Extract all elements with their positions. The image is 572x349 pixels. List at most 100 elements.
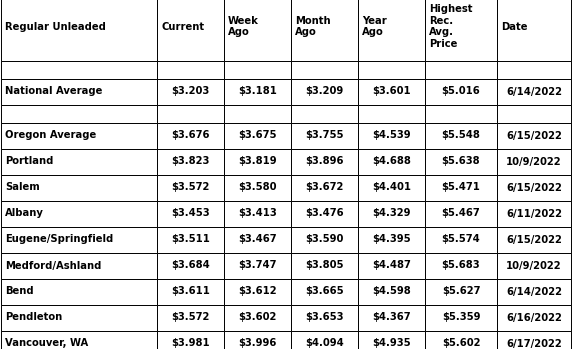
Text: $5.627: $5.627 — [442, 287, 480, 297]
Text: Portland: Portland — [5, 156, 53, 166]
Text: $5.574: $5.574 — [442, 235, 480, 245]
Text: Eugene/Springfield: Eugene/Springfield — [5, 235, 113, 245]
Text: Week
Ago: Week Ago — [228, 16, 259, 37]
Text: $3.467: $3.467 — [238, 235, 277, 245]
Bar — [497, 252, 571, 279]
Text: $3.413: $3.413 — [238, 208, 277, 218]
Text: $5.471: $5.471 — [442, 183, 480, 193]
Bar — [157, 79, 224, 104]
Bar — [291, 200, 358, 227]
Text: $3.203: $3.203 — [172, 87, 209, 97]
Bar — [224, 79, 291, 104]
Bar — [497, 174, 571, 200]
Bar — [224, 0, 291, 60]
Bar — [291, 227, 358, 252]
Text: Medford/Ashland: Medford/Ashland — [5, 260, 101, 270]
Text: $4.935: $4.935 — [372, 339, 411, 349]
Bar — [358, 304, 425, 331]
Text: $3.602: $3.602 — [239, 312, 277, 322]
Bar — [497, 331, 571, 349]
Text: $3.572: $3.572 — [171, 183, 210, 193]
Bar — [358, 0, 425, 60]
Text: 6/16/2022: 6/16/2022 — [506, 312, 562, 322]
Bar — [1, 174, 157, 200]
Bar — [358, 331, 425, 349]
Text: National Average: National Average — [5, 87, 102, 97]
Text: $3.612: $3.612 — [238, 287, 277, 297]
Text: $3.981: $3.981 — [171, 339, 210, 349]
Bar — [1, 227, 157, 252]
Bar — [224, 331, 291, 349]
Text: 6/14/2022: 6/14/2022 — [506, 287, 562, 297]
Text: 10/9/2022: 10/9/2022 — [506, 260, 562, 270]
Text: 6/15/2022: 6/15/2022 — [506, 183, 562, 193]
Text: $3.580: $3.580 — [239, 183, 277, 193]
Bar — [425, 304, 497, 331]
Bar — [425, 174, 497, 200]
Text: $3.672: $3.672 — [305, 183, 344, 193]
Text: $4.395: $4.395 — [372, 235, 411, 245]
Text: Date: Date — [501, 22, 527, 31]
Bar — [1, 279, 157, 304]
Bar — [358, 227, 425, 252]
Text: $3.819: $3.819 — [238, 156, 277, 166]
Bar — [291, 252, 358, 279]
Bar — [425, 0, 497, 60]
Bar — [358, 149, 425, 174]
Bar — [1, 304, 157, 331]
Text: 6/15/2022: 6/15/2022 — [506, 235, 562, 245]
Text: $3.209: $3.209 — [305, 87, 344, 97]
Bar — [1, 200, 157, 227]
Text: $4.401: $4.401 — [372, 183, 411, 193]
Text: $3.665: $3.665 — [305, 287, 344, 297]
Bar — [1, 331, 157, 349]
Text: $3.684: $3.684 — [171, 260, 210, 270]
Text: Vancouver, WA: Vancouver, WA — [5, 339, 88, 349]
Bar — [291, 174, 358, 200]
Bar — [497, 304, 571, 331]
Bar — [497, 60, 571, 79]
Bar — [157, 149, 224, 174]
Bar — [425, 331, 497, 349]
Text: 6/17/2022: 6/17/2022 — [506, 339, 562, 349]
Bar — [224, 149, 291, 174]
Bar — [224, 60, 291, 79]
Bar — [358, 60, 425, 79]
Bar — [224, 252, 291, 279]
Bar — [291, 149, 358, 174]
Bar — [497, 104, 571, 122]
Text: $4.688: $4.688 — [372, 156, 411, 166]
Text: $3.572: $3.572 — [171, 312, 210, 322]
Bar — [497, 79, 571, 104]
Text: $3.755: $3.755 — [305, 131, 344, 141]
Bar — [425, 122, 497, 149]
Bar — [358, 79, 425, 104]
Text: Bend: Bend — [5, 287, 34, 297]
Text: 6/14/2022: 6/14/2022 — [506, 87, 562, 97]
Bar — [497, 227, 571, 252]
Bar — [157, 279, 224, 304]
Bar — [291, 104, 358, 122]
Text: $3.511: $3.511 — [171, 235, 210, 245]
Bar — [157, 200, 224, 227]
Text: Albany: Albany — [5, 208, 44, 218]
Bar — [497, 0, 571, 60]
Bar — [224, 304, 291, 331]
Bar — [291, 331, 358, 349]
Bar — [1, 149, 157, 174]
Bar — [425, 200, 497, 227]
Text: $4.329: $4.329 — [372, 208, 411, 218]
Bar — [358, 122, 425, 149]
Bar — [1, 60, 157, 79]
Bar — [224, 200, 291, 227]
Bar — [358, 252, 425, 279]
Bar — [224, 227, 291, 252]
Text: $3.611: $3.611 — [171, 287, 210, 297]
Bar — [157, 252, 224, 279]
Bar — [497, 200, 571, 227]
Bar — [358, 104, 425, 122]
Bar — [1, 252, 157, 279]
Text: $4.094: $4.094 — [305, 339, 344, 349]
Bar — [157, 174, 224, 200]
Bar — [291, 60, 358, 79]
